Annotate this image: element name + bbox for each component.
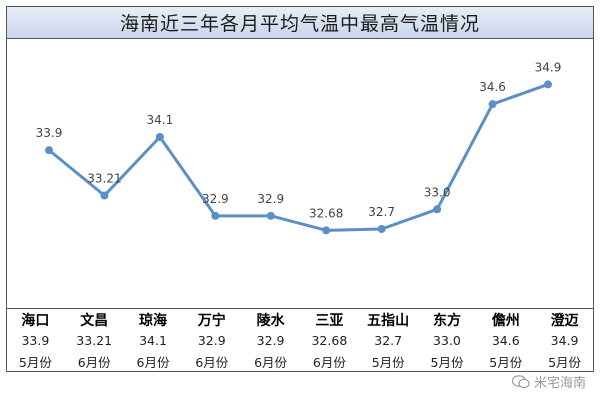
data-point <box>488 100 497 109</box>
table-cell-city: 琼海 <box>138 312 167 329</box>
table-cell-month: 6月份 <box>136 355 170 370</box>
data-point <box>45 146 53 155</box>
data-label: 32.9 <box>202 192 229 206</box>
table-cell-city: 澄迈 <box>550 312 579 329</box>
table-cell-month: 5月份 <box>430 355 464 370</box>
data-label: 33.21 <box>87 171 121 185</box>
table-cell-city: 文昌 <box>80 312 109 329</box>
table-cell-month: 5月份 <box>548 355 582 370</box>
data-point <box>377 225 386 233</box>
series-line <box>48 83 549 232</box>
table-cell-month: 6月份 <box>195 355 229 370</box>
watermark: 米宅海南 <box>511 372 586 391</box>
table-cell-value: 32.9 <box>256 333 285 348</box>
table-cell-city: 三亚 <box>315 312 344 329</box>
table-cell-city: 东方 <box>432 312 461 329</box>
table-cell-city: 海口 <box>21 312 50 329</box>
table-cell-month: 5月份 <box>18 355 52 370</box>
table-cell-city: 儋州 <box>491 312 520 329</box>
table-row-city: 海口 文昌 琼海 万宁 陵水 三亚 五指山 东方 儋州 澄迈 <box>6 309 594 330</box>
table-row-month: 5月份 6月份 6月份 6月份 6月份 6月份 5月份 5月份 5月份 5月份 <box>6 351 594 372</box>
chart-title: 海南近三年各月平均气温中最高气温情况 <box>6 6 594 39</box>
table-cell-month: 5月份 <box>371 355 405 370</box>
data-point <box>433 205 442 214</box>
table-cell-value: 32.9 <box>197 333 226 348</box>
data-point <box>211 211 220 220</box>
data-point <box>100 191 109 200</box>
data-label: 33.9 <box>36 126 63 140</box>
table-cell-month: 6月份 <box>254 355 288 370</box>
data-label: 33.0 <box>424 185 451 199</box>
table-cell-value: 34.6 <box>491 333 520 348</box>
data-point <box>266 211 275 220</box>
table-cell-month: 6月份 <box>312 355 346 370</box>
table-cell-value: 34.1 <box>139 333 167 348</box>
data-label: 32.7 <box>368 205 395 219</box>
table-cell-value: 33.21 <box>76 333 113 348</box>
data-table: 海口 文昌 琼海 万宁 陵水 三亚 五指山 东方 儋州 澄迈 33.9 33.21 34.1 32.9 3… <box>6 308 594 373</box>
table-cell-city: 陵水 <box>256 312 285 329</box>
table-cell-month: 5月份 <box>489 355 523 370</box>
table-cell-value: 32.7 <box>374 333 403 348</box>
watermark-text: 米宅海南 <box>533 376 586 391</box>
table-cell-month: 6月份 <box>77 355 111 370</box>
data-label: 32.68 <box>309 206 343 220</box>
table-row-value: 33.9 33.21 34.1 32.9 32.9 32.68 32.7 33.0 34.6 34… <box>6 330 594 351</box>
table-cell-city: 万宁 <box>197 312 226 329</box>
table-cell-value: 34.9 <box>550 333 579 348</box>
table-cell-city: 五指山 <box>367 312 410 329</box>
data-point <box>322 226 331 235</box>
table-cell-value: 33.9 <box>21 333 50 348</box>
wechat-icon <box>511 374 530 388</box>
data-point <box>155 133 164 141</box>
data-label: 34.1 <box>147 113 174 127</box>
table-cell-value: 33.0 <box>433 333 461 348</box>
data-label: 34.6 <box>479 80 506 94</box>
data-point <box>544 80 552 89</box>
data-label: 34.9 <box>535 60 562 74</box>
data-label: 32.9 <box>257 192 284 206</box>
table-cell-value: 32.68 <box>311 333 348 348</box>
